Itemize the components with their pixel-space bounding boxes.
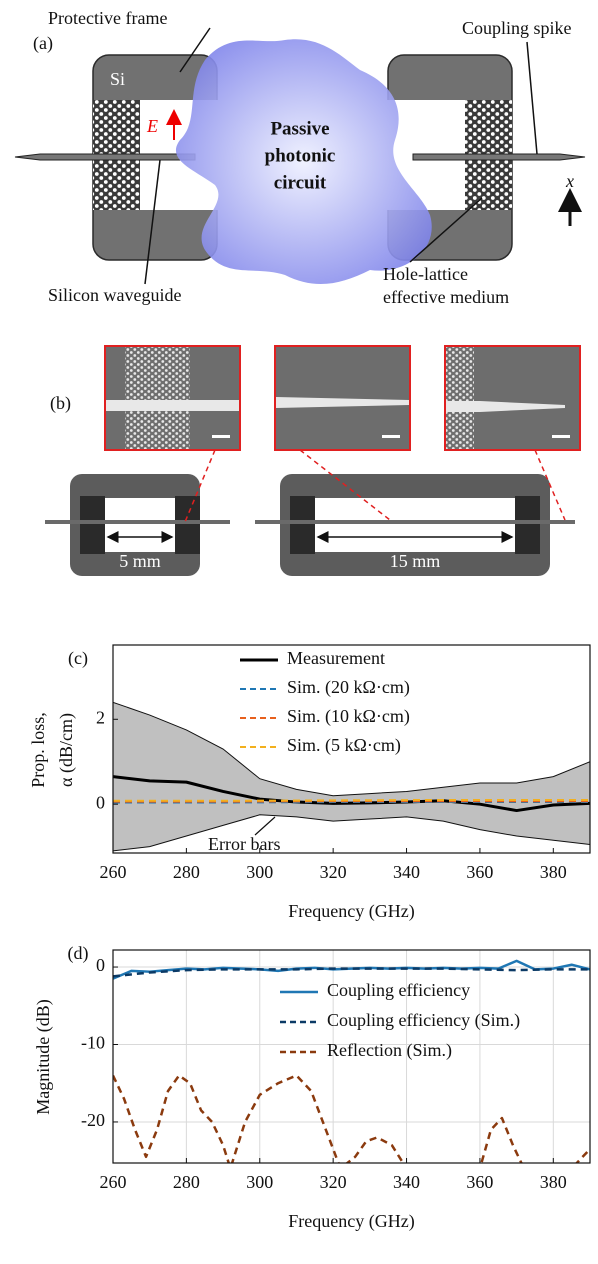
legend-label: Sim. (10 kΩ·cm) <box>287 706 410 727</box>
scale-bar <box>382 435 400 438</box>
plot-frame <box>112 949 591 1164</box>
x-tick-label: 260 <box>100 862 127 882</box>
inset-waveguide <box>106 400 239 411</box>
axis-label: x <box>565 171 574 191</box>
circuit-label: Passive <box>270 118 329 139</box>
panel-b: (b) 5 mm 15 mm <box>45 345 581 576</box>
data-line <box>113 967 590 978</box>
x-axis-title: Frequency (GHz) <box>288 1211 414 1232</box>
scale-bar <box>552 435 570 438</box>
leader-line <box>409 197 483 263</box>
label: Hole-lattice <box>383 264 468 284</box>
label: Silicon waveguide <box>48 285 181 305</box>
x-axis-title: Frequency (GHz) <box>288 901 414 922</box>
x-tick-label: 300 <box>246 1172 273 1192</box>
left-spike <box>14 153 196 161</box>
scale-bar <box>212 435 230 438</box>
y-tick-label: 0 <box>96 792 105 812</box>
x-tick-label: 280 <box>173 862 200 882</box>
x-tick-label: 340 <box>393 862 420 882</box>
x-tick-label: 260 <box>100 1172 127 1192</box>
legend-label: Measurement <box>287 648 385 668</box>
leader-line <box>144 159 161 285</box>
x-tick-label: 320 <box>320 862 347 882</box>
plot-area <box>113 701 590 852</box>
inset-waveguide <box>446 401 565 412</box>
photo-lattice <box>175 496 200 554</box>
label: Protective frame <box>48 8 167 28</box>
photo-opening <box>105 498 175 552</box>
y-axis-title: Prop. loss, <box>28 712 48 788</box>
data-line <box>113 775 590 813</box>
y-axis-title: α (dB/cm) <box>56 713 77 787</box>
circuit-label: photonic <box>265 145 336 166</box>
dimension-label: 15 mm <box>390 551 441 571</box>
x-tick-label: 320 <box>320 1172 347 1192</box>
legend-label: Sim. (5 kΩ·cm) <box>287 735 401 756</box>
inset-lattice <box>446 347 474 449</box>
photo-opening <box>315 498 515 552</box>
y-tick-label: 0 <box>96 955 105 975</box>
x-tick-label: 380 <box>540 862 567 882</box>
panel-a: (a) Protective frame Coupling spike Si E… <box>14 8 586 307</box>
label: Coupling spike <box>462 18 572 38</box>
legend-label: Sim. (20 kΩ·cm) <box>287 677 410 698</box>
error-band <box>113 702 590 851</box>
leader-line <box>526 41 538 155</box>
y-axis-title: Magnitude (dB) <box>33 999 54 1114</box>
x-tick-label: 360 <box>466 862 493 882</box>
error-band-edge <box>113 701 590 797</box>
chart: 260 280 300 320 340 360 380 0 2 Frequency (GHz) Pr… <box>28 644 591 922</box>
annotation-line <box>254 816 276 836</box>
y-tick-label: 2 <box>96 707 105 727</box>
zoom-line <box>534 449 566 521</box>
annotation: Error bars <box>208 834 280 854</box>
plot-frame <box>112 644 591 854</box>
photo-lattice <box>80 496 105 554</box>
field-label: E <box>146 116 158 136</box>
label: effective medium <box>383 287 509 307</box>
zoom-line <box>299 449 391 521</box>
chart: 260 280 300 320 340 360 380 -20 -10 0 Frequency (G… <box>33 943 591 1232</box>
photo-spike <box>255 520 575 524</box>
zoom-line <box>184 449 216 523</box>
error-band-edge <box>113 814 590 852</box>
x-tick-label: 380 <box>540 1172 567 1192</box>
leader-line <box>179 27 211 73</box>
legend-label: Coupling efficiency (Sim.) <box>327 1010 520 1031</box>
y-tick-label: -10 <box>81 1033 105 1053</box>
data-line <box>113 959 590 980</box>
x-tick-label: 340 <box>393 1172 420 1192</box>
photo-lattice <box>515 496 540 554</box>
right-spike <box>412 153 586 161</box>
legend-label: Coupling efficiency <box>327 980 470 1000</box>
x-tick-label: 360 <box>466 1172 493 1192</box>
inset-waveguide <box>276 397 409 408</box>
photo-spike <box>45 520 230 524</box>
legend-label: Reflection (Sim.) <box>327 1040 452 1061</box>
inset-lattice <box>125 347 190 449</box>
plot-area <box>113 959 590 1163</box>
circuit-label: circuit <box>274 172 327 193</box>
data-line <box>113 1074 590 1163</box>
panel-label: (d) <box>68 943 89 964</box>
panel-label: (c) <box>68 648 88 669</box>
y-tick-label: -20 <box>81 1110 105 1130</box>
panel-label: (a) <box>33 33 53 54</box>
dimension-label: 5 mm <box>119 551 161 571</box>
label: Si <box>110 69 125 89</box>
x-tick-label: 280 <box>173 1172 200 1192</box>
photonic-circuit-blob <box>175 39 432 285</box>
x-tick-label: 300 <box>246 862 273 882</box>
data-line <box>113 798 590 802</box>
panel-label: (b) <box>50 393 71 414</box>
photo-lattice <box>290 496 315 554</box>
